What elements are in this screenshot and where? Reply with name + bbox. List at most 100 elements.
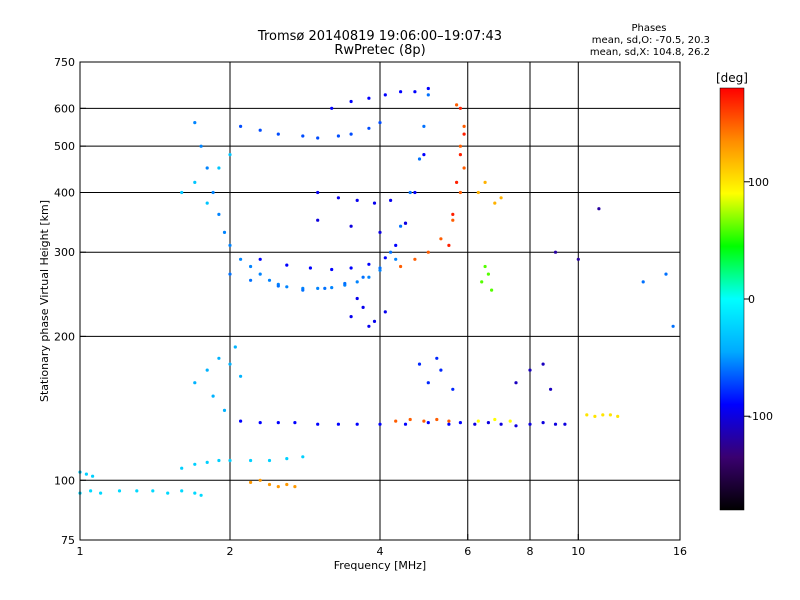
data-point bbox=[84, 472, 88, 476]
data-point bbox=[422, 153, 426, 157]
data-point bbox=[258, 257, 262, 261]
data-point bbox=[549, 387, 553, 391]
data-point bbox=[217, 166, 221, 170]
data-point bbox=[222, 230, 227, 234]
data-point bbox=[367, 96, 371, 100]
data-point bbox=[462, 166, 466, 170]
data-point bbox=[458, 421, 462, 425]
data-point bbox=[455, 180, 459, 184]
data-point bbox=[403, 422, 408, 426]
x-tick-label: 4 bbox=[377, 545, 384, 558]
data-point bbox=[372, 201, 377, 205]
y-tick-label: 100 bbox=[54, 474, 75, 487]
data-point bbox=[258, 128, 262, 132]
x-tick-label: 8 bbox=[527, 545, 534, 558]
data-point bbox=[89, 489, 93, 493]
x-tick-label: 2 bbox=[227, 545, 234, 558]
data-point bbox=[435, 356, 439, 360]
data-point bbox=[117, 489, 122, 493]
data-point bbox=[239, 374, 243, 378]
data-point bbox=[426, 250, 430, 254]
data-point bbox=[383, 256, 387, 260]
data-point bbox=[151, 489, 155, 493]
data-point bbox=[228, 272, 232, 276]
data-point bbox=[462, 124, 466, 128]
data-point bbox=[493, 417, 497, 422]
data-point bbox=[193, 121, 197, 125]
data-point bbox=[91, 474, 95, 478]
data-point bbox=[316, 286, 320, 290]
y-axis-label: Stationary phase Virtual Height [km] bbox=[38, 200, 51, 402]
data-point bbox=[349, 315, 353, 319]
data-point bbox=[249, 480, 253, 484]
data-point bbox=[394, 257, 398, 261]
data-point bbox=[267, 278, 272, 282]
data-point bbox=[336, 196, 340, 200]
data-point bbox=[476, 190, 480, 195]
colorbar-ticks: 100 0 -100 bbox=[744, 176, 773, 423]
x-tick-label: 6 bbox=[464, 545, 471, 558]
data-point bbox=[641, 280, 645, 284]
data-point bbox=[180, 466, 184, 470]
data-point bbox=[447, 422, 451, 426]
data-point bbox=[413, 190, 417, 195]
data-point bbox=[480, 280, 484, 284]
colorbar bbox=[719, 87, 745, 511]
data-point bbox=[394, 243, 398, 247]
data-point bbox=[361, 275, 365, 279]
data-point bbox=[664, 272, 668, 276]
axis-ticks: 1 2 4 6 8 10 16 75 100 200 300 400 500 600 750 bbox=[54, 56, 687, 558]
data-point bbox=[193, 462, 197, 466]
y-tick-label: 500 bbox=[54, 140, 75, 153]
data-point bbox=[426, 93, 430, 97]
data-point bbox=[217, 458, 221, 463]
data-point bbox=[99, 491, 103, 495]
data-point bbox=[205, 460, 209, 464]
data-point bbox=[228, 362, 232, 366]
chart-subtitle: RwPretec (8p) bbox=[334, 43, 425, 58]
data-point bbox=[193, 491, 197, 495]
data-point bbox=[458, 144, 462, 148]
data-point bbox=[439, 237, 443, 241]
data-point bbox=[422, 419, 426, 423]
data-point bbox=[276, 132, 280, 136]
data-point bbox=[378, 268, 382, 272]
data-point bbox=[483, 264, 487, 269]
data-point bbox=[451, 387, 455, 391]
data-point bbox=[285, 457, 289, 461]
data-point bbox=[308, 266, 312, 270]
data-point bbox=[258, 478, 262, 482]
data-point bbox=[316, 218, 320, 222]
data-point bbox=[413, 90, 417, 94]
data-point bbox=[349, 224, 353, 228]
data-point bbox=[458, 190, 462, 195]
colorbar-unit-label: [deg] bbox=[716, 71, 748, 85]
data-point bbox=[349, 99, 353, 104]
data-point bbox=[336, 134, 340, 138]
data-point bbox=[417, 362, 422, 366]
y-tick-label: 300 bbox=[54, 246, 75, 259]
data-point bbox=[593, 414, 597, 418]
data-point bbox=[597, 207, 601, 211]
data-point bbox=[316, 190, 320, 195]
data-point bbox=[217, 356, 221, 360]
data-point bbox=[233, 345, 237, 349]
data-point bbox=[135, 489, 139, 493]
data-point bbox=[228, 243, 232, 247]
data-point bbox=[267, 482, 272, 487]
data-point bbox=[490, 288, 494, 292]
data-point bbox=[316, 136, 320, 140]
grid-lines bbox=[80, 62, 680, 540]
data-point bbox=[601, 413, 605, 417]
data-point bbox=[316, 422, 320, 426]
data-point bbox=[499, 196, 503, 200]
data-point bbox=[193, 381, 197, 385]
data-point bbox=[426, 86, 430, 91]
data-point bbox=[349, 132, 353, 136]
chart-title: Tromsø 20140819 19:06:00–19:07:43 bbox=[257, 29, 502, 44]
data-point bbox=[276, 421, 280, 425]
data-point bbox=[372, 319, 377, 323]
data-point bbox=[228, 458, 232, 463]
data-point bbox=[458, 106, 462, 110]
data-point bbox=[285, 263, 289, 267]
